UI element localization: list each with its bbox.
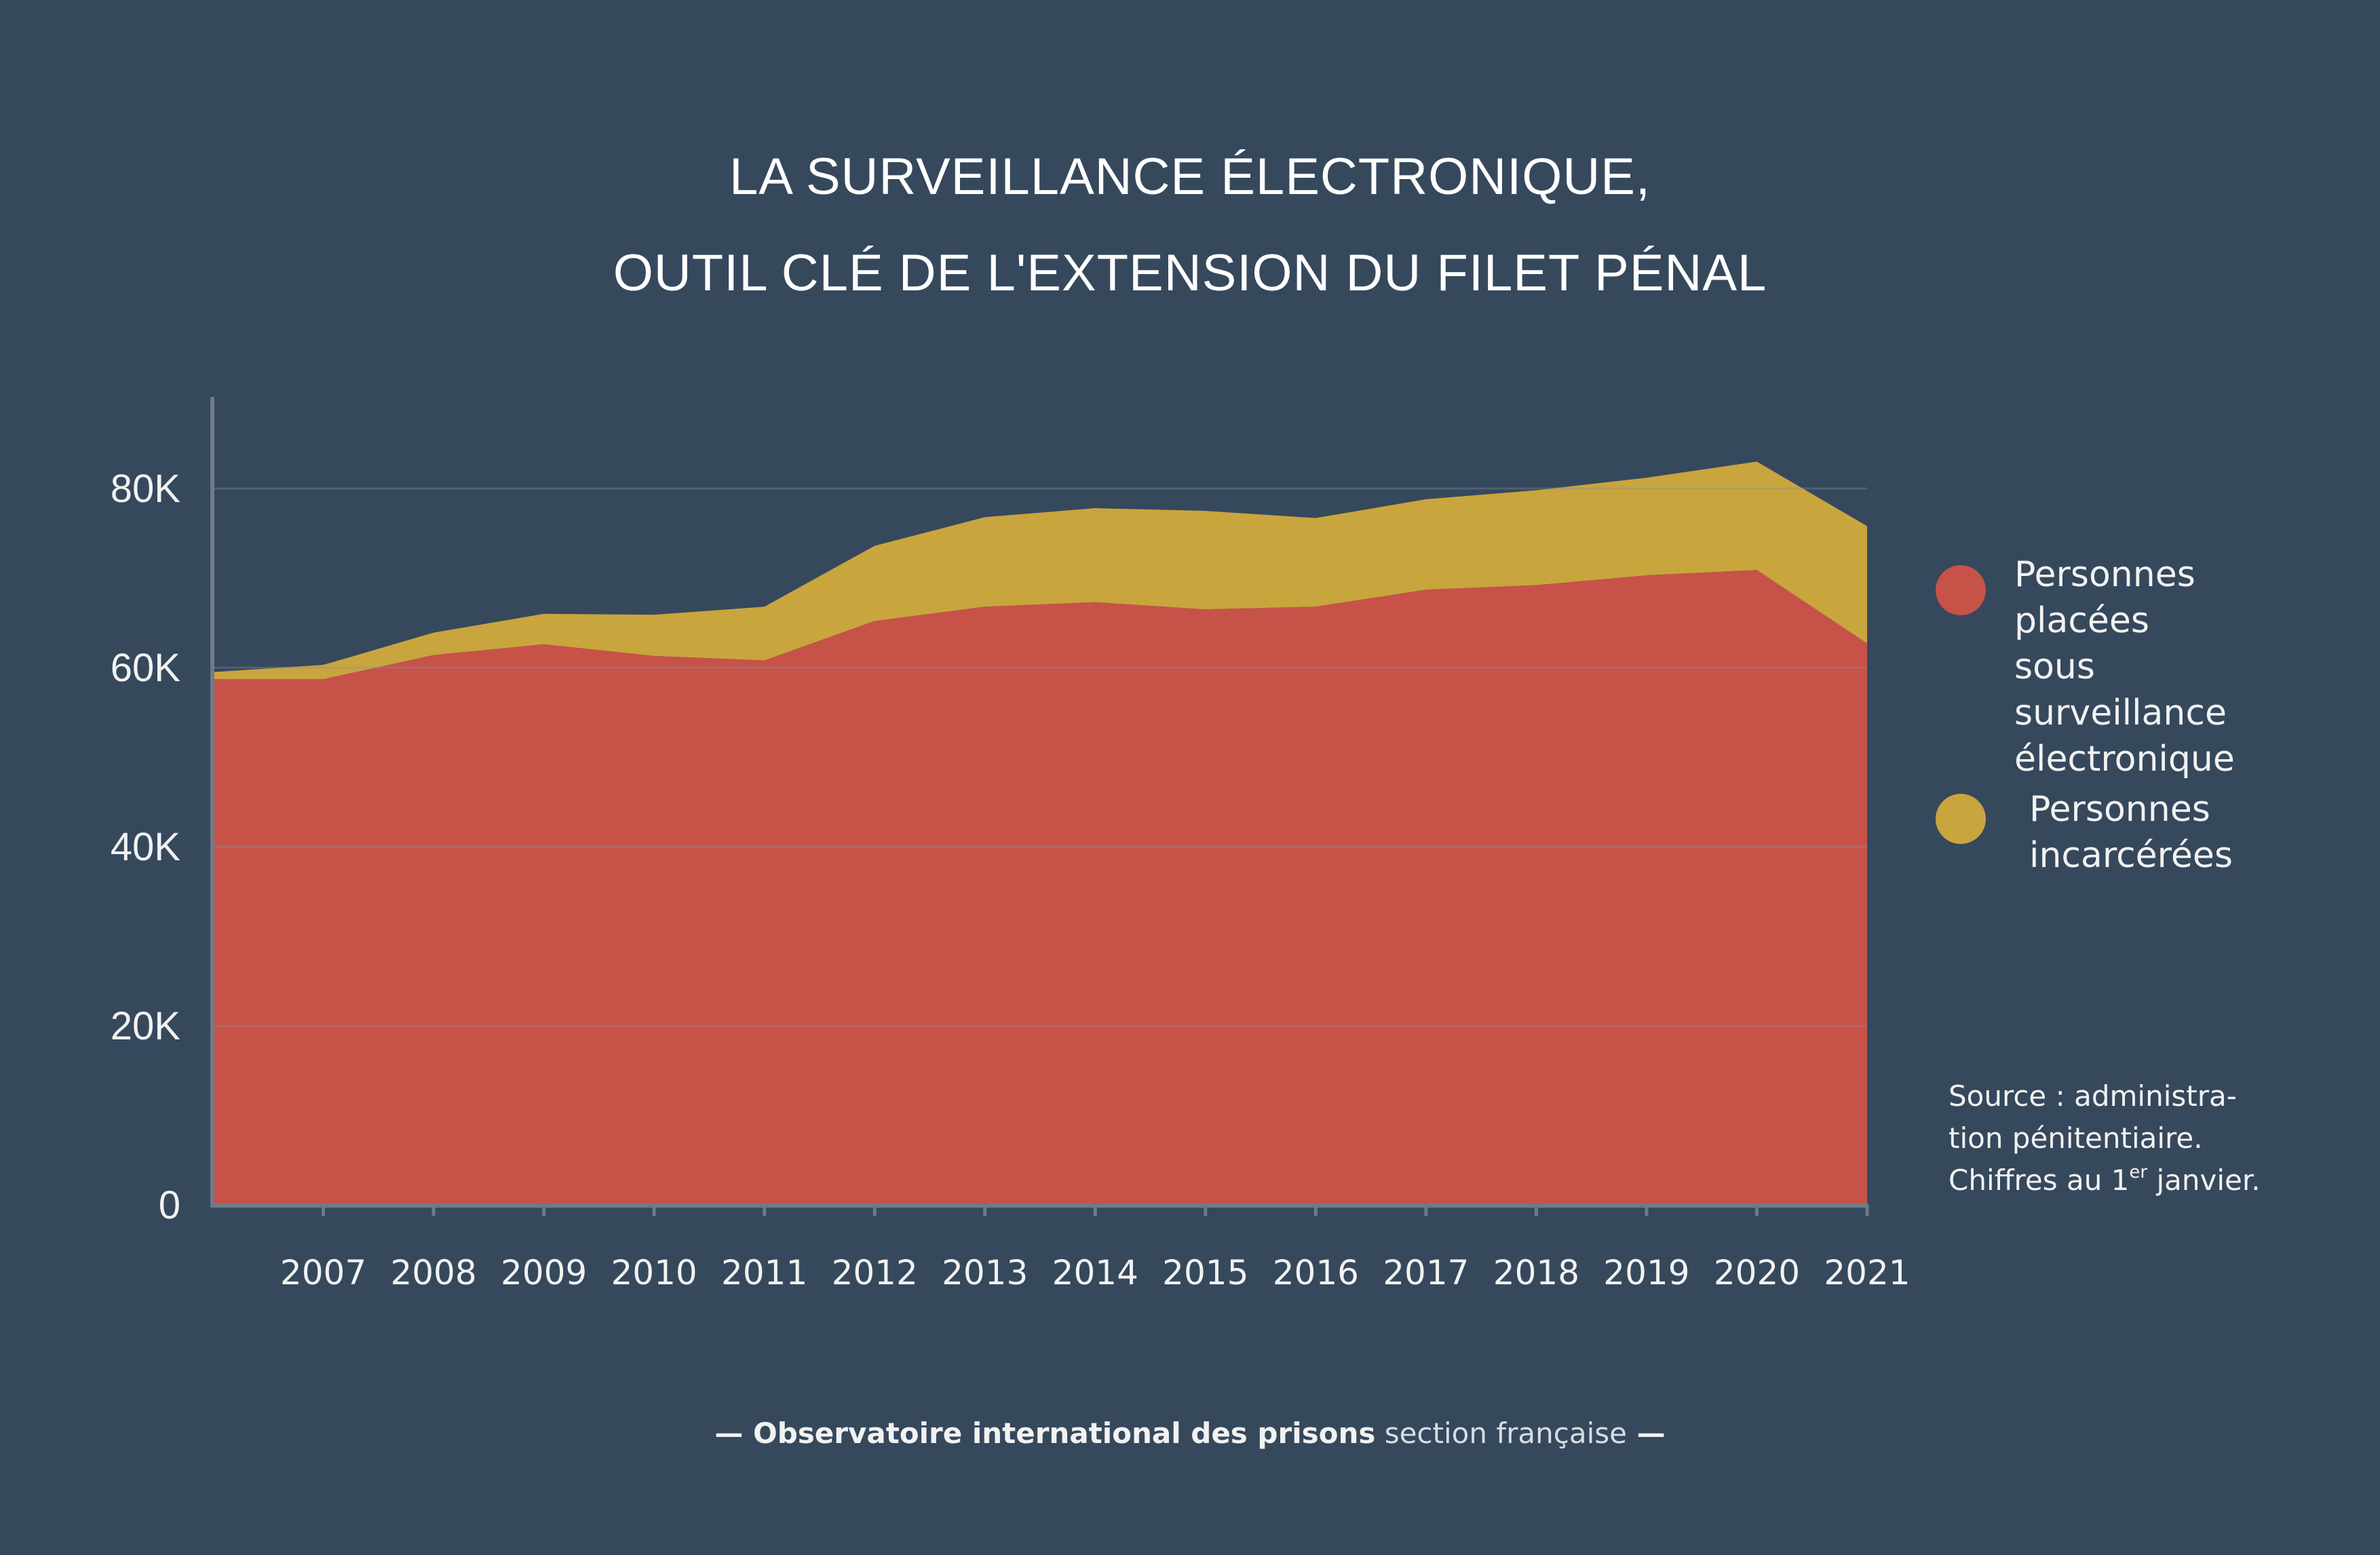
x-tick-label: 2013: [942, 1253, 1028, 1292]
x-tick-label: 2010: [611, 1253, 697, 1292]
x-tick-label: 2021: [1824, 1253, 1910, 1292]
legend-swatch-incarceres: [1936, 794, 1986, 844]
footer-section: section française: [1375, 1417, 1627, 1450]
y-tick-labels: 0 20K 40K 60K 80K: [111, 467, 181, 1227]
chart-title-line-1: LA SURVEILLANCE ÉLECTRONIQUE,: [729, 148, 1651, 206]
source-superscript: er: [2129, 1162, 2148, 1183]
source-line-1: Source : administra-: [1949, 1079, 2237, 1113]
gridlines: [213, 487, 1867, 1027]
footer-credit: — Observatoire international des prisons…: [0, 1417, 2380, 1450]
x-tick-label: 2015: [1162, 1253, 1248, 1292]
source-line-3-text: Chiffres au 1: [1949, 1164, 2130, 1197]
footer-organization: Observatoire international des prisons: [753, 1417, 1376, 1450]
legend-swatch-surveillance: [1936, 565, 1986, 615]
y-tick-label: 20K: [111, 1004, 181, 1048]
y-tick-label: 80K: [111, 467, 181, 511]
y-tick-label: 60K: [111, 646, 181, 690]
x-tick-label: 2016: [1273, 1253, 1359, 1292]
source-line-2: tion pénitentiaire.: [1949, 1121, 2203, 1155]
footer-dash-right: —: [1626, 1417, 1666, 1450]
source-line-3: Chiffres au 1er janvier.: [1949, 1159, 2261, 1202]
axes: [210, 397, 1868, 1208]
x-tick-labels: 2007 2008 2009 2010 2011 2012 2013 2014 2015 2016…: [280, 1206, 1911, 1292]
legend-label-incarceres: Personnes incarcérées: [2029, 789, 2233, 876]
source-note: Source : administra- tion pénitentiaire.…: [1949, 1075, 2261, 1202]
x-tick-label: 2011: [721, 1253, 807, 1292]
x-tick-label: 2014: [1052, 1253, 1138, 1292]
y-tick-label: 40K: [111, 825, 181, 869]
y-tick-label: 0: [159, 1183, 180, 1227]
x-tick-label: 2018: [1493, 1253, 1579, 1292]
series-areas: [213, 461, 1867, 1205]
source-line-3-end: janvier.: [2147, 1164, 2261, 1197]
area-incarceres: [213, 461, 1867, 680]
x-tick-label: 2017: [1383, 1253, 1469, 1292]
x-tick-label: 2020: [1714, 1253, 1800, 1292]
chart-title-line-2: OUTIL CLÉ DE L'EXTENSION DU FILET PÉNAL: [613, 244, 1767, 302]
footer-dash-left: —: [714, 1417, 754, 1450]
chart-title: LA SURVEILLANCE ÉLECTRONIQUE, OUTIL CLÉ …: [0, 129, 2380, 322]
x-tick-label: 2007: [280, 1253, 366, 1292]
x-tick-label: 2019: [1603, 1253, 1689, 1292]
x-tick-label: 2009: [501, 1253, 587, 1292]
x-tick-label: 2012: [832, 1253, 918, 1292]
area-surveillance: [213, 570, 1867, 1205]
legend-label-surveillance: Personnes placées sous surveillance élec…: [2014, 554, 2235, 780]
x-tick-label: 2008: [390, 1253, 476, 1292]
